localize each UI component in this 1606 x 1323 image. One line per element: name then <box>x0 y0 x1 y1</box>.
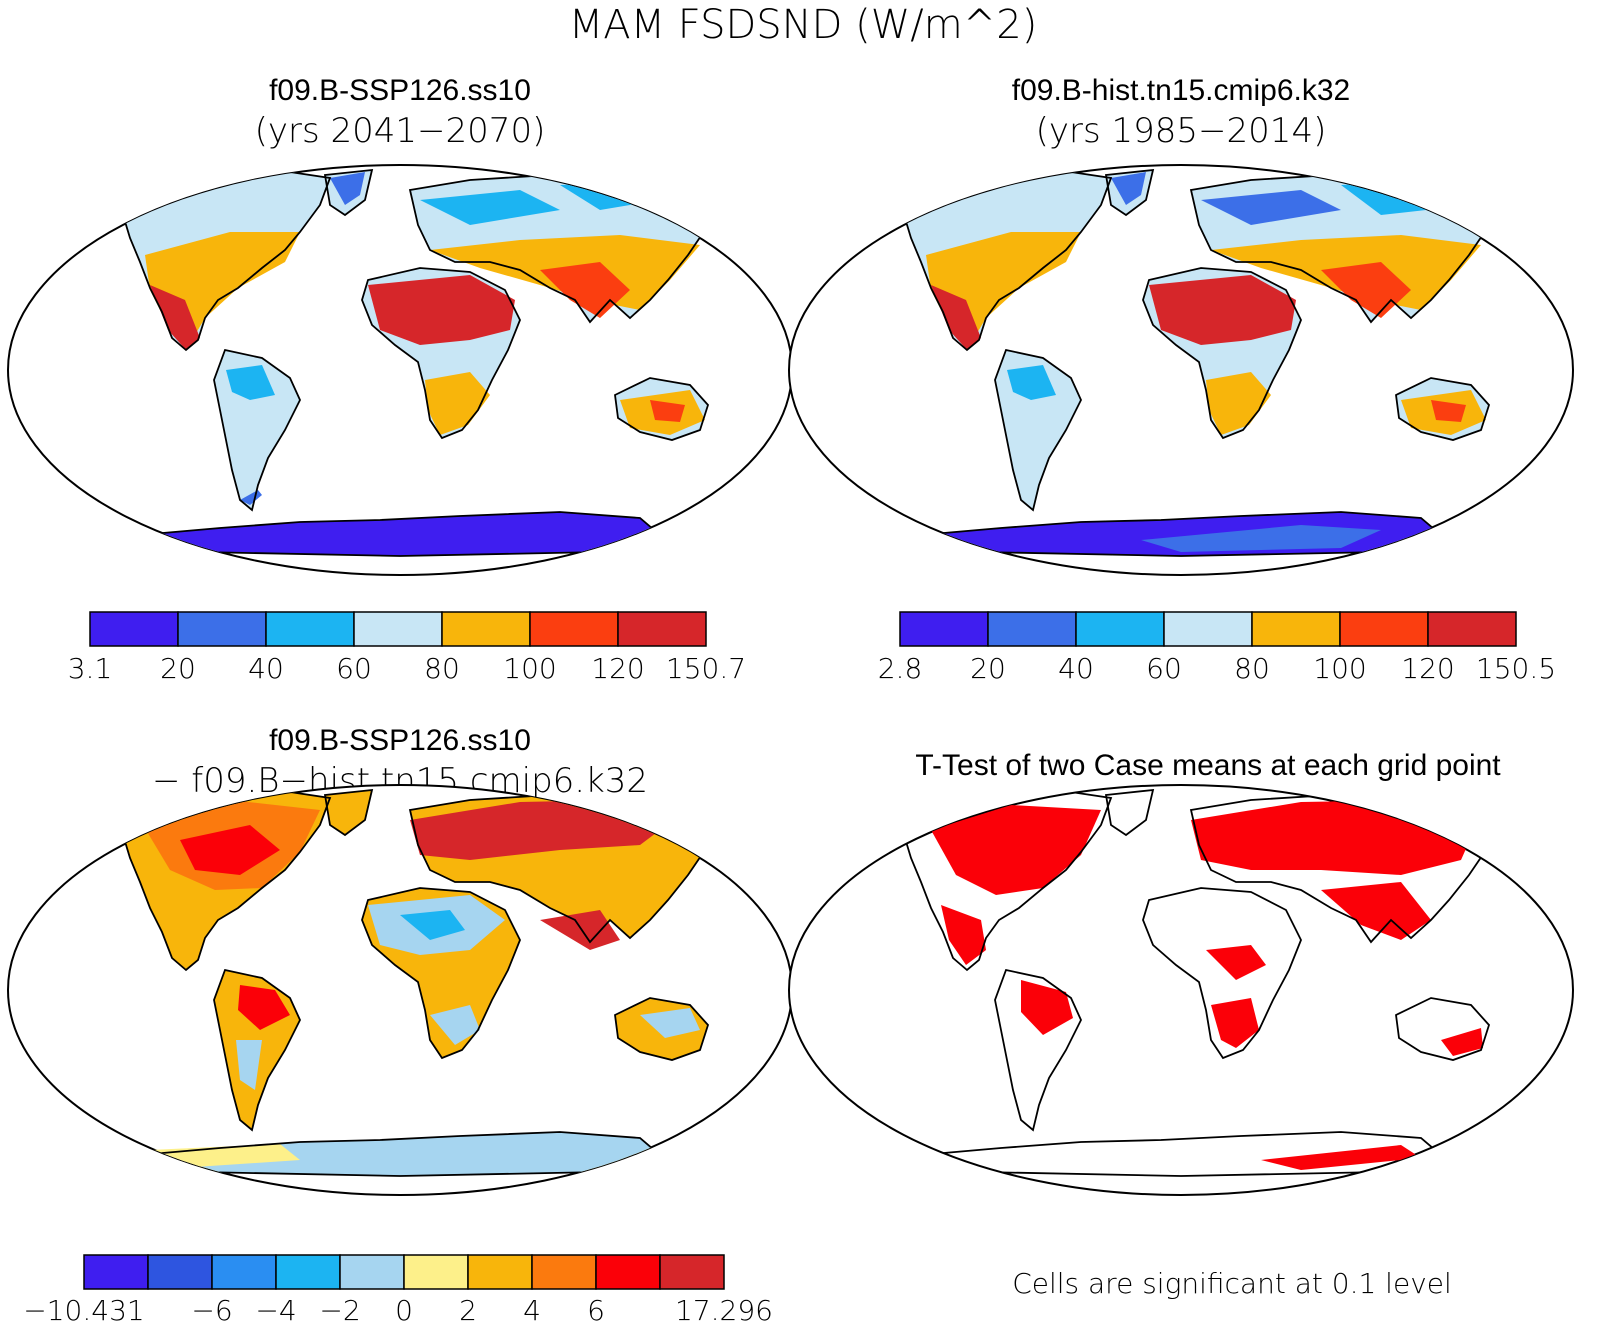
colorbar-label: −4 <box>255 1294 296 1323</box>
colorbar-label: 120 <box>591 652 644 685</box>
colorbar-box <box>467 1254 533 1290</box>
panel-case2: f09.B-hist.tn15.cmip6.k32 (yrs 1985−2014… <box>788 74 1574 685</box>
panel-title: f09.B-SSP126.ss10 <box>269 724 531 757</box>
colorbar-label: 2.8 <box>878 652 923 685</box>
colorbar-box <box>529 611 619 647</box>
colorbar-box <box>265 611 355 647</box>
colorbar-label: 100 <box>1313 652 1366 685</box>
colorbar-label: −6 <box>191 1294 232 1323</box>
colorbar-label: 100 <box>503 652 556 685</box>
colorbar-label: 6 <box>587 1294 605 1323</box>
main-title: MAM FSDSND (W/m^2) <box>569 2 1038 48</box>
colorbar-label: 17.296 <box>675 1294 773 1323</box>
colorbar-box <box>441 611 531 647</box>
colorbar-label: 3.1 <box>68 652 113 685</box>
colorbar-label: 20 <box>160 652 196 685</box>
colorbar-box <box>211 1254 277 1290</box>
colorbar-box <box>1251 611 1341 647</box>
colorbar-box <box>353 611 443 647</box>
colorbar-box <box>147 1254 213 1290</box>
colorbar-box <box>89 611 179 647</box>
colorbar-label: 60 <box>336 652 372 685</box>
colorbar-label: 80 <box>1234 652 1270 685</box>
colorbar-label: 0 <box>395 1294 413 1323</box>
colorbar-label: 40 <box>248 652 284 685</box>
map-ttest <box>788 784 1574 1196</box>
colorbar-label: 60 <box>1146 652 1182 685</box>
panel-diff: f09.B-SSP126.ss10 − f09.B−hist.tn15.cmip… <box>7 724 793 1323</box>
colorbar-box <box>659 1254 725 1290</box>
colorbar-box <box>987 611 1077 647</box>
colorbar-label: 4 <box>523 1294 541 1323</box>
colorbar-box <box>1427 611 1517 647</box>
colorbar-label: 150.5 <box>1476 652 1556 685</box>
colorbar-box <box>617 611 707 647</box>
colorbar-diff: −10.431 −6 −4 −2 0 2 4 6 17.296 <box>23 1254 773 1323</box>
significance-note: Cells are significant at 0.1 level <box>1012 1267 1452 1300</box>
map-diff <box>7 784 793 1196</box>
panel-subtitle: (yrs 2041−2070) <box>255 111 546 151</box>
panel-title: T-Test of two Case means at each grid po… <box>915 749 1501 782</box>
colorbar-box <box>177 611 267 647</box>
colorbar-label: 150.7 <box>666 652 746 685</box>
map-case1 <box>7 164 793 576</box>
colorbar-label: −10.431 <box>23 1294 144 1323</box>
colorbar-box <box>275 1254 341 1290</box>
map-case2 <box>788 164 1574 576</box>
colorbar-box <box>1075 611 1165 647</box>
colorbar-box <box>1163 611 1253 647</box>
colorbar-label: 120 <box>1401 652 1454 685</box>
panel-ttest: T-Test of two Case means at each grid po… <box>788 749 1574 1300</box>
colorbar-box <box>899 611 989 647</box>
colorbar-label: 20 <box>970 652 1006 685</box>
panel-case1: f09.B-SSP126.ss10 (yrs 2041−2070) <box>7 74 793 685</box>
colorbar-case1: 3.1 20 40 60 80 100 120 150.7 <box>68 611 746 685</box>
colorbar-label: 2 <box>459 1294 477 1323</box>
colorbar-case2: 2.8 20 40 60 80 100 120 150.5 <box>878 611 1556 685</box>
panel-subtitle: (yrs 1985−2014) <box>1036 111 1327 151</box>
panel-title: f09.B-SSP126.ss10 <box>269 74 531 107</box>
colorbar-box <box>1339 611 1429 647</box>
colorbar-box <box>595 1254 661 1290</box>
colorbar-box <box>531 1254 597 1290</box>
panel-title: f09.B-hist.tn15.cmip6.k32 <box>1012 74 1351 107</box>
colorbar-label: 80 <box>424 652 460 685</box>
colorbar-box <box>403 1254 469 1290</box>
colorbar-box <box>339 1254 405 1290</box>
colorbar-box <box>83 1254 149 1290</box>
colorbar-label: 40 <box>1058 652 1094 685</box>
colorbar-label: −2 <box>319 1294 360 1323</box>
